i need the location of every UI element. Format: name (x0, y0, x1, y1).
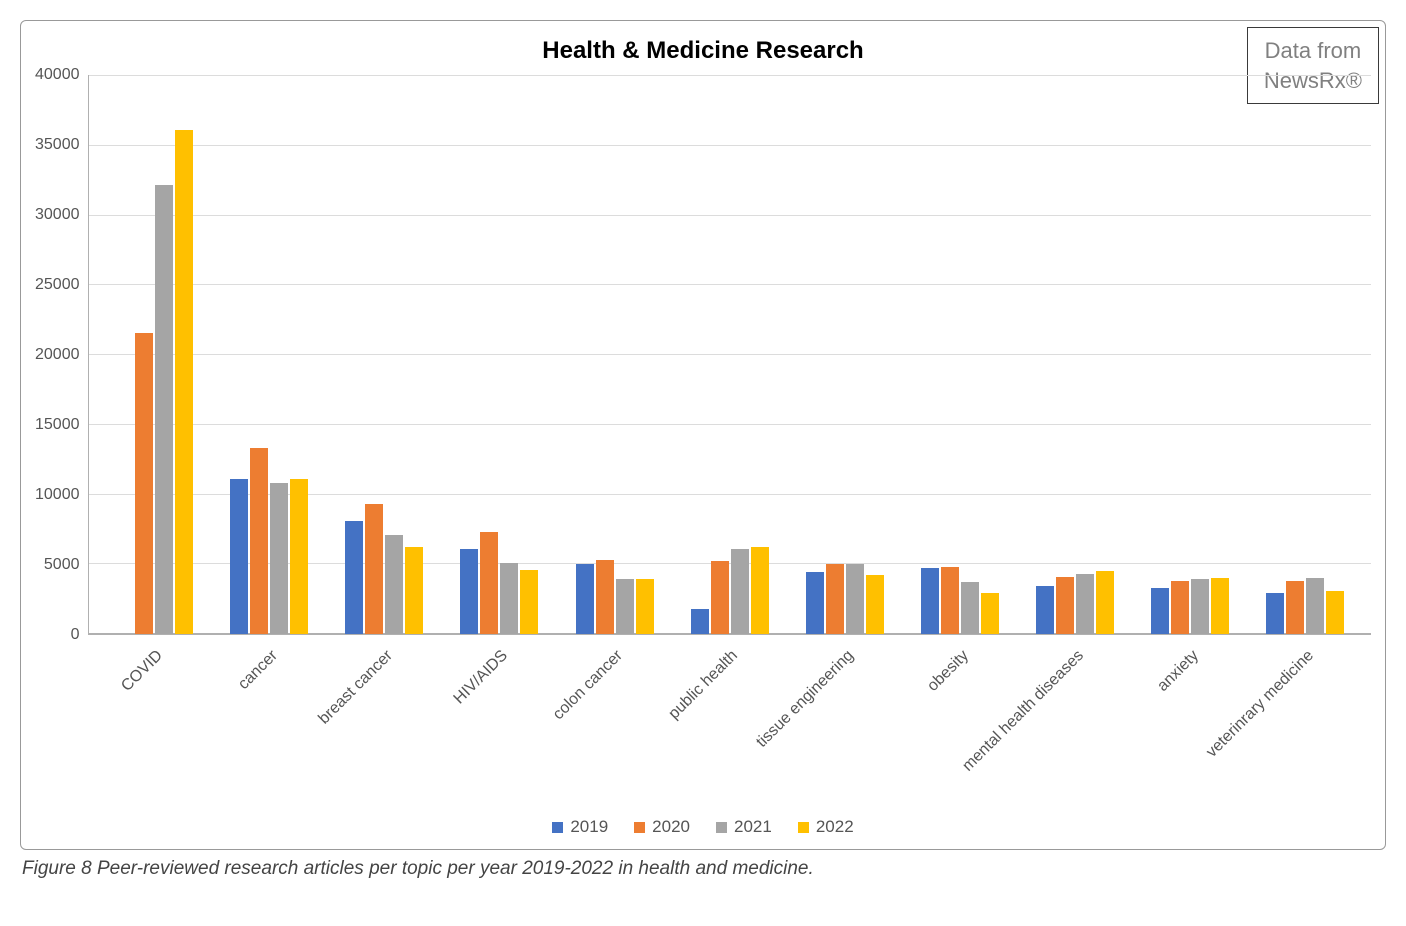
bar-group (344, 504, 424, 634)
bar (135, 333, 153, 634)
bar (500, 563, 518, 634)
bar (1056, 577, 1074, 634)
bar (1326, 591, 1344, 634)
bar (230, 479, 248, 634)
legend-swatch (634, 822, 645, 833)
x-tick-label: COVID (118, 647, 167, 696)
bar-group (1265, 578, 1345, 634)
y-axis: 4000035000300002500020000150001000050000 (35, 75, 88, 635)
bar (345, 521, 363, 634)
legend-label: 2019 (570, 817, 608, 837)
bar-group (229, 448, 309, 634)
bar (1211, 578, 1229, 634)
legend-swatch (552, 822, 563, 833)
bar (941, 567, 959, 634)
bar (250, 448, 268, 634)
x-tick-label: HIV/AIDS (451, 647, 512, 708)
bar (520, 570, 538, 634)
legend-item: 2021 (716, 817, 772, 837)
x-axis-row: COVIDcancerbreast cancerHIV/AIDScolon ca… (35, 635, 1371, 805)
bar (596, 560, 614, 634)
bar (961, 582, 979, 634)
bar (1306, 578, 1324, 634)
bar (921, 568, 939, 634)
bar (270, 483, 288, 634)
x-tick-label: obesity (924, 647, 973, 696)
bar (290, 479, 308, 634)
x-tick-cell: tissue engineering (801, 641, 889, 805)
legend: 2019 2020 2021 2022 (35, 805, 1371, 839)
bar-group (575, 560, 655, 634)
bar-group (920, 567, 1000, 634)
bar (365, 504, 383, 634)
bar-groups (89, 75, 1372, 634)
bar (1096, 571, 1114, 634)
legend-swatch (798, 822, 809, 833)
x-tick-cell: HIV/AIDS (455, 641, 543, 805)
bar-group (1035, 571, 1115, 634)
bar (636, 579, 654, 634)
bar (385, 535, 403, 634)
bar (1171, 581, 1189, 634)
legend-label: 2021 (734, 817, 772, 837)
bar-group (690, 547, 770, 634)
bar (846, 564, 864, 634)
bar (691, 609, 709, 634)
bar-group (459, 532, 539, 634)
x-tick-label: cancer (235, 647, 282, 694)
bar (155, 185, 173, 634)
x-tick-label: public health (666, 647, 742, 723)
x-axis-labels: COVIDcancerbreast cancerHIV/AIDScolon ca… (88, 635, 1371, 805)
bar-group (1150, 578, 1230, 634)
x-tick-cell: public health (685, 641, 773, 805)
figure-caption: Figure 8 Peer-reviewed research articles… (20, 850, 1386, 880)
bar (1286, 581, 1304, 634)
x-axis-spacer (35, 635, 88, 805)
bar-group (114, 130, 194, 634)
bar (405, 547, 423, 634)
plot-row: 4000035000300002500020000150001000050000 (35, 75, 1371, 635)
x-tick-cell: cancer (225, 641, 313, 805)
x-tick-cell: mental health diseases (1031, 641, 1119, 805)
bar (711, 561, 729, 634)
legend-item: 2019 (552, 817, 608, 837)
bar (576, 564, 594, 634)
x-tick-cell: veterinrary medicine (1261, 641, 1349, 805)
figure-container: Data from NewsRx® Health & Medicine Rese… (20, 20, 1386, 880)
plot-area (88, 75, 1372, 635)
bar (616, 579, 634, 634)
x-tick-cell: breast cancer (340, 641, 428, 805)
bar (751, 547, 769, 634)
bar (1191, 579, 1209, 634)
bar (731, 549, 749, 634)
legend-label: 2022 (816, 817, 854, 837)
bar (1036, 586, 1054, 634)
chart-title: Health & Medicine Research (35, 33, 1371, 75)
chart-frame: Data from NewsRx® Health & Medicine Rese… (20, 20, 1386, 850)
bar (1076, 574, 1094, 634)
bar (1266, 593, 1284, 634)
x-tick-cell: obesity (916, 641, 1004, 805)
bar (175, 130, 193, 634)
attribution-line-1: Data from (1264, 36, 1362, 66)
legend-label: 2020 (652, 817, 690, 837)
bar (826, 564, 844, 634)
x-tick-cell: anxiety (1146, 641, 1234, 805)
x-tick-cell: COVID (110, 641, 198, 805)
x-tick-label: breast cancer (315, 647, 396, 728)
x-tick-label: colon cancer (550, 647, 627, 724)
bar (806, 572, 824, 634)
x-tick-label: anxiety (1154, 647, 1203, 696)
bar (1151, 588, 1169, 634)
x-tick-cell: colon cancer (570, 641, 658, 805)
legend-swatch (716, 822, 727, 833)
bar (866, 575, 884, 634)
legend-item: 2022 (798, 817, 854, 837)
bar (981, 593, 999, 634)
bar (460, 549, 478, 634)
legend-item: 2020 (634, 817, 690, 837)
bar (480, 532, 498, 634)
bar-group (805, 564, 885, 634)
